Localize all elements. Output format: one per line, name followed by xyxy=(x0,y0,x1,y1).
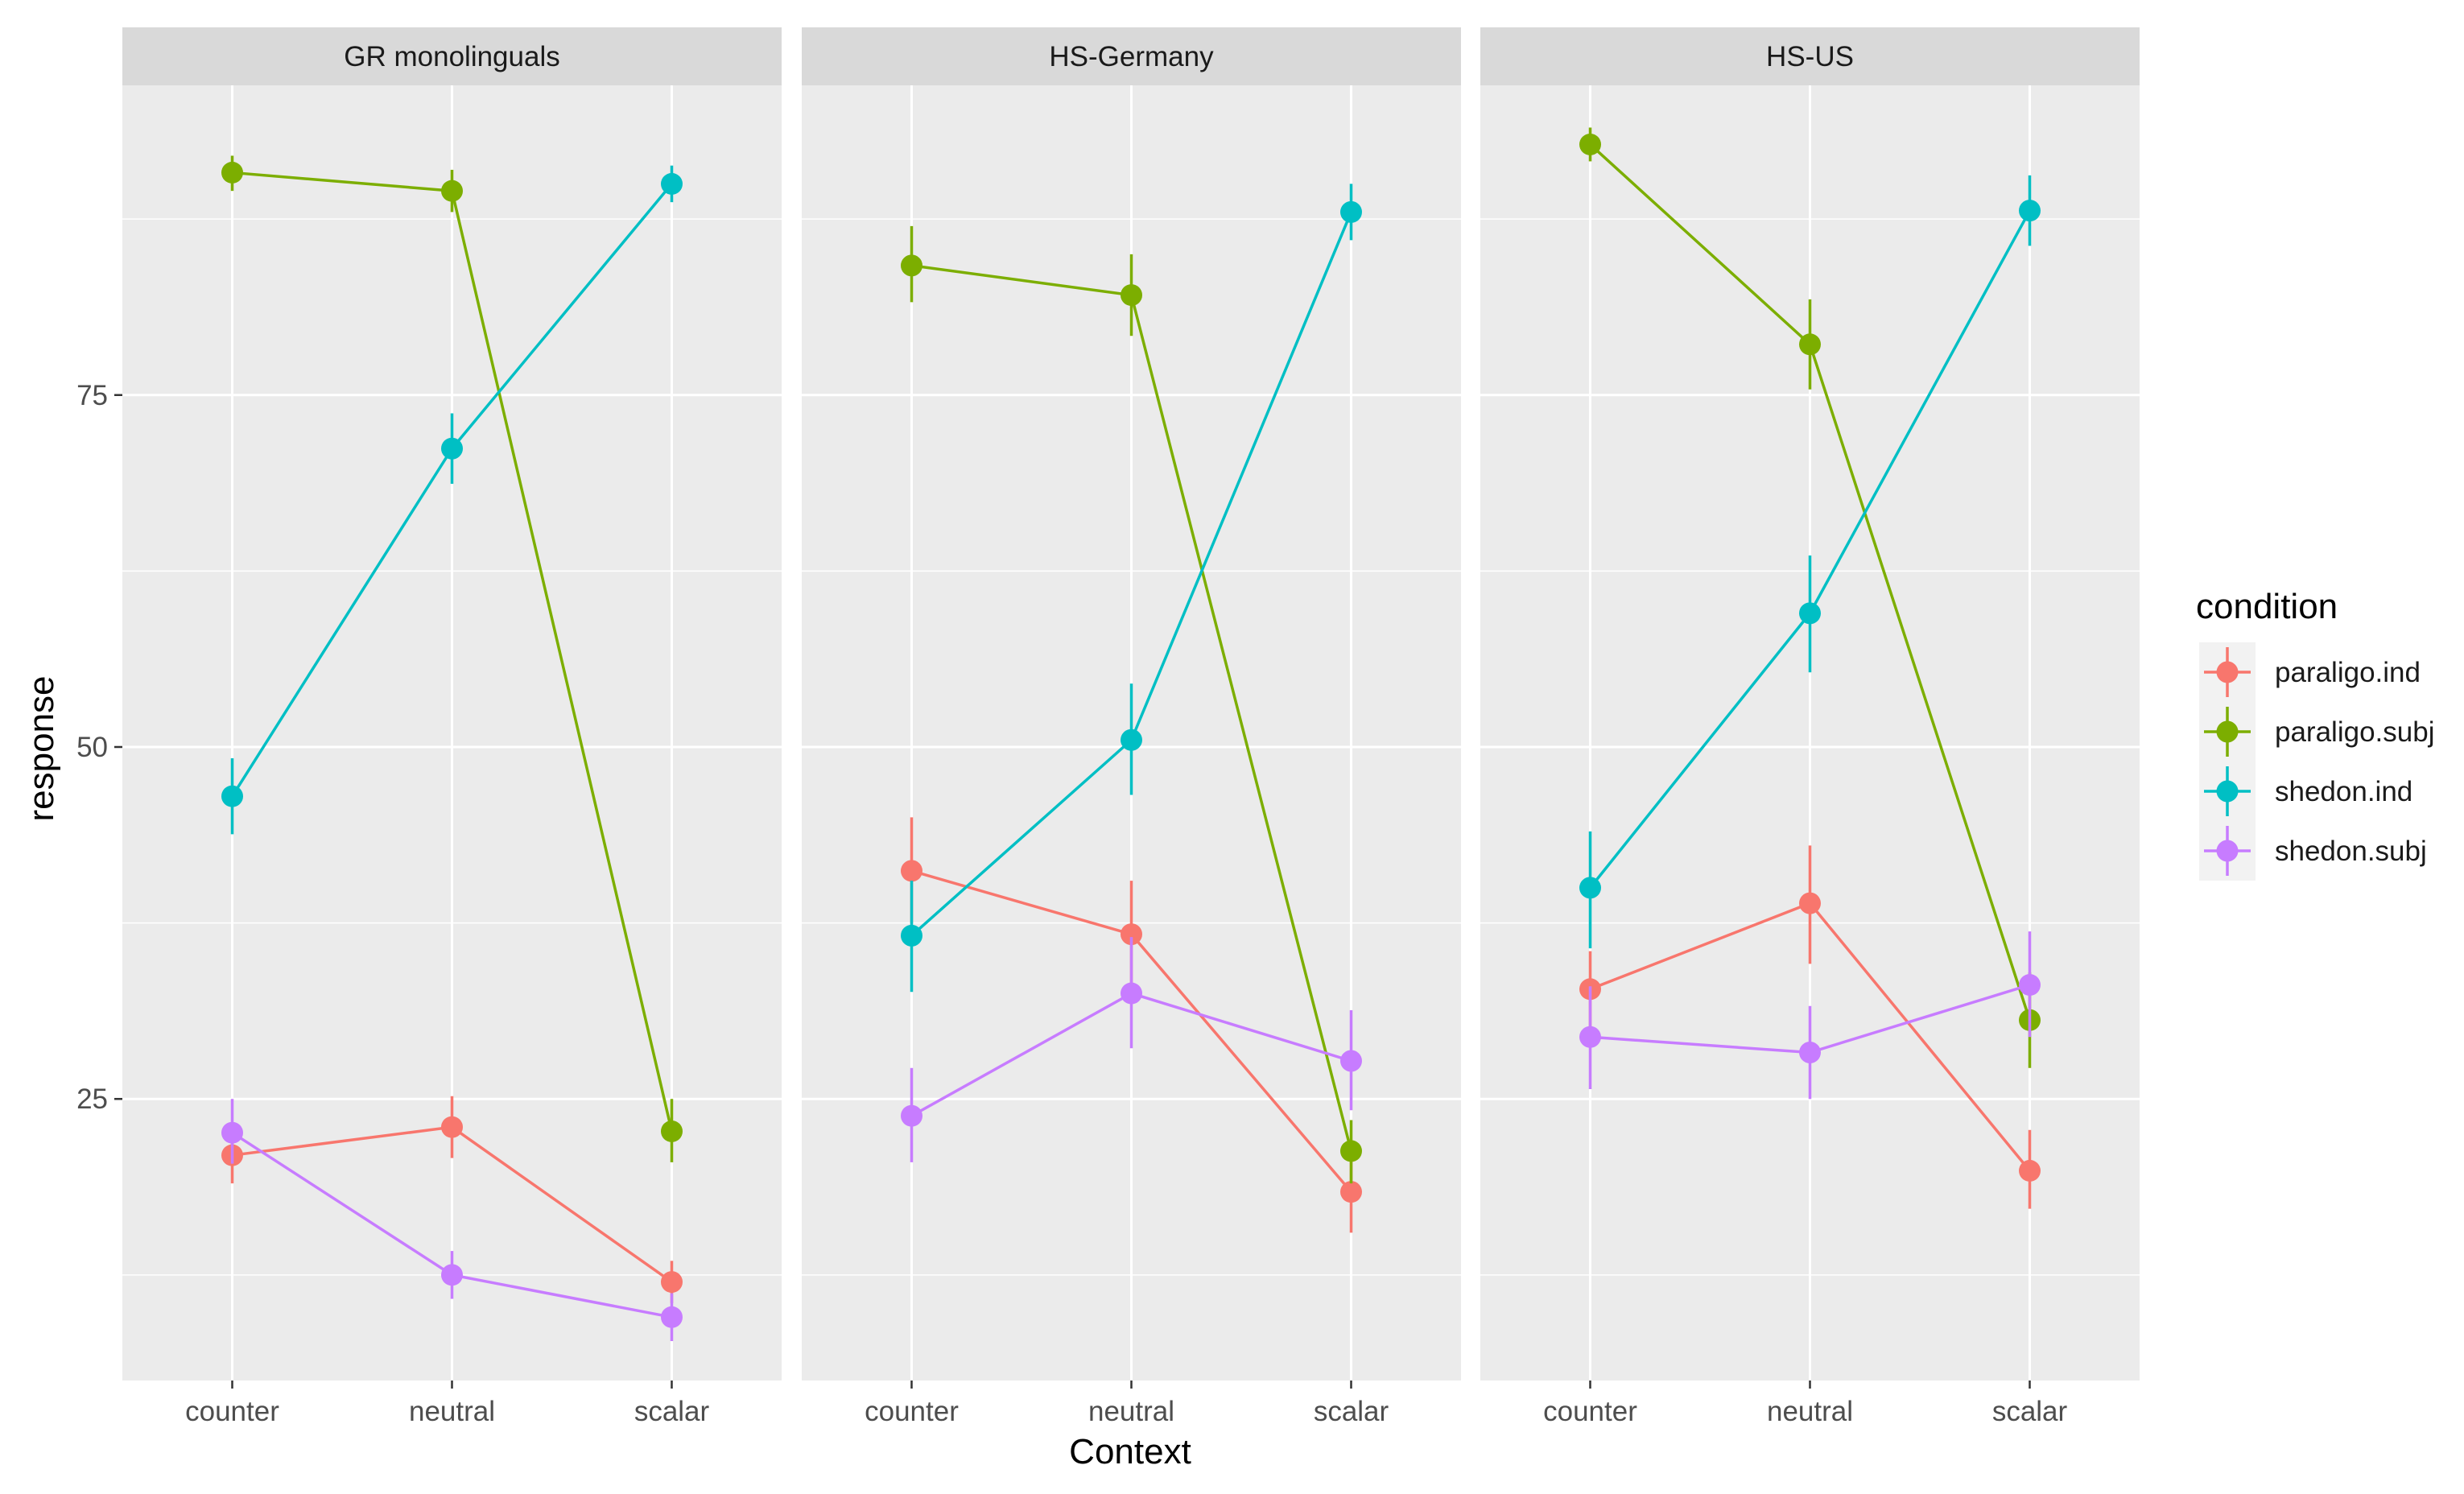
data-point xyxy=(1340,1050,1362,1072)
data-point xyxy=(1121,923,1142,946)
data-point xyxy=(1579,1026,1601,1048)
legend-key-point xyxy=(2216,840,2239,862)
legend-label: shedon.subj xyxy=(2275,836,2427,867)
x-tick-label: counter xyxy=(185,1396,279,1427)
data-point xyxy=(1799,333,1821,356)
data-point xyxy=(1121,982,1142,1005)
data-point xyxy=(1799,602,1821,625)
x-tick-label: scalar xyxy=(634,1396,710,1427)
data-point xyxy=(1579,133,1601,155)
series-shedon.ind xyxy=(221,165,683,835)
facet-strip xyxy=(122,27,782,85)
legend-key-point xyxy=(2216,661,2239,683)
legend-keys: paraligo.ind paraligo.subj shedon.ind shedo… xyxy=(2199,642,2434,881)
series-shedon.subj xyxy=(221,1099,683,1342)
data-point xyxy=(441,180,463,202)
series-shedon.subj xyxy=(1579,931,2041,1100)
facet-strip-label: HS-Germany xyxy=(1049,41,1214,72)
data-point xyxy=(221,161,243,184)
data-point xyxy=(1121,728,1142,751)
facet-strip xyxy=(1480,27,2140,85)
data-point xyxy=(901,254,922,277)
data-point xyxy=(2019,974,2041,997)
facet-panel-0: GR monolinguals counter neutral scalar xyxy=(122,27,782,1427)
data-point xyxy=(221,1121,243,1144)
data-point xyxy=(901,860,922,882)
legend-title: condition xyxy=(2196,587,2338,626)
series-paraligo.subj xyxy=(1579,127,2041,1068)
y-tick-label: 75 xyxy=(76,380,108,411)
legend-key-point xyxy=(2216,720,2239,743)
legend-key-point xyxy=(2216,780,2239,803)
legend-label: paraligo.subj xyxy=(2275,716,2434,748)
facet-strip-label: HS-US xyxy=(1766,41,1854,72)
data-point xyxy=(901,1104,922,1127)
legend-label: shedon.ind xyxy=(2275,776,2412,807)
x-tick-label: neutral xyxy=(1088,1396,1174,1427)
data-point xyxy=(1340,1181,1362,1203)
x-tick-label: scalar xyxy=(1314,1396,1389,1427)
series-shedon.ind xyxy=(901,184,1362,993)
data-point xyxy=(1799,892,1821,914)
legend-item-shedon.subj: shedon.subj xyxy=(2199,821,2427,881)
data-point xyxy=(661,1306,683,1328)
y-tick-label: 25 xyxy=(76,1083,108,1115)
series-paraligo.ind xyxy=(221,1096,683,1303)
data-point xyxy=(1579,877,1601,899)
legend-label: paraligo.ind xyxy=(2275,657,2421,688)
legend: condition paraligo.ind paraligo.subj shedo… xyxy=(2196,587,2434,881)
x-tick-label: counter xyxy=(865,1396,959,1427)
data-point xyxy=(1799,1042,1821,1064)
y-axis: 25 50 75 xyxy=(76,380,122,1115)
data-point xyxy=(661,1120,683,1142)
y-axis-title: response xyxy=(22,675,61,821)
facet-strip-label: GR monolinguals xyxy=(344,41,559,72)
y-tick-label: 50 xyxy=(76,732,108,763)
data-point xyxy=(441,437,463,460)
data-point xyxy=(661,1271,683,1294)
data-point xyxy=(441,1116,463,1138)
facet-strip xyxy=(802,27,1461,85)
legend-item-paraligo.ind: paraligo.ind xyxy=(2199,642,2421,702)
series-paraligo.ind xyxy=(1579,845,2041,1209)
legend-item-paraligo.subj: paraligo.subj xyxy=(2199,702,2434,761)
series-paraligo.subj xyxy=(901,225,1362,1184)
facet-panel-2: HS-US counter neutral scalar xyxy=(1480,27,2140,1427)
data-point xyxy=(2019,200,2041,222)
data-point xyxy=(2019,1159,2041,1182)
data-point xyxy=(901,924,922,947)
legend-item-shedon.ind: shedon.ind xyxy=(2199,761,2412,821)
x-tick-label: neutral xyxy=(1767,1396,1853,1427)
data-point xyxy=(1121,284,1142,307)
data-point xyxy=(441,1264,463,1286)
data-point xyxy=(1340,1140,1362,1162)
series-shedon.subj xyxy=(901,937,1362,1162)
data-point xyxy=(221,785,243,807)
x-axis-title: Context xyxy=(1069,1432,1191,1471)
data-point xyxy=(661,172,683,195)
x-tick-label: scalar xyxy=(1992,1396,2068,1427)
series-shedon.ind xyxy=(1579,175,2041,949)
data-point xyxy=(1340,200,1362,223)
x-tick-label: neutral xyxy=(409,1396,495,1427)
x-tick-label: counter xyxy=(1543,1396,1637,1427)
facet-panel-1: HS-Germany counter neutral scalar xyxy=(802,27,1461,1427)
series-paraligo.subj xyxy=(221,155,683,1162)
